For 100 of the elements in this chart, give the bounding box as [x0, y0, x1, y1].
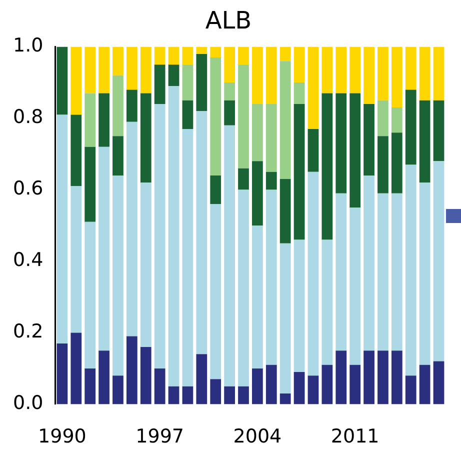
bar [336, 350, 347, 404]
bar [112, 46, 124, 76]
bar [391, 193, 402, 351]
bar [238, 64, 249, 168]
bar [98, 93, 110, 147]
bar [252, 46, 263, 104]
bar [140, 347, 152, 404]
bar [238, 190, 249, 386]
bar [378, 46, 388, 100]
x-tick-label: 2011 [330, 426, 380, 448]
bar [126, 46, 138, 90]
bar [308, 376, 319, 404]
bar [364, 175, 374, 351]
bar [322, 364, 333, 404]
bar [405, 90, 416, 165]
bar [112, 136, 124, 176]
bar [196, 46, 208, 54]
bar [196, 354, 208, 404]
bar [140, 182, 152, 348]
bar [168, 46, 180, 65]
bar [210, 58, 222, 176]
bar [154, 104, 166, 368]
bar [70, 46, 82, 115]
bar [112, 75, 124, 136]
bar [210, 175, 222, 204]
bar [84, 146, 96, 222]
bar [419, 46, 430, 100]
bar [433, 361, 444, 404]
bar [154, 368, 166, 404]
bar [336, 46, 347, 94]
bar [336, 93, 347, 194]
bar [391, 46, 402, 108]
bar [210, 204, 222, 380]
bar [419, 364, 430, 404]
bar [56, 46, 68, 115]
bar [210, 379, 222, 404]
bar [112, 376, 124, 404]
y-tick-label: 0.8 [13, 106, 44, 128]
bar [238, 46, 249, 65]
y-tick-label: 0.6 [13, 178, 44, 200]
bar [280, 46, 291, 62]
bar [419, 182, 430, 365]
bar [322, 240, 333, 365]
bar [294, 46, 305, 83]
bar [266, 364, 277, 404]
bar [98, 146, 110, 351]
bar [70, 114, 82, 186]
bar [350, 364, 361, 404]
bar [405, 46, 416, 90]
bar [224, 386, 235, 404]
y-tick-label: 0.0 [13, 392, 44, 414]
bar [140, 93, 152, 183]
bar [126, 336, 138, 404]
bar [252, 104, 263, 162]
bar [224, 125, 235, 386]
bar [294, 240, 305, 372]
bar [433, 161, 444, 362]
bar [196, 111, 208, 354]
bar [210, 46, 222, 58]
bar [364, 350, 374, 404]
bar [294, 82, 305, 104]
bar [182, 46, 194, 65]
y-tick-label: 0.4 [13, 249, 44, 272]
bar [405, 164, 416, 376]
bar [378, 100, 388, 136]
bar [280, 179, 291, 244]
bar [266, 190, 277, 365]
bar [391, 132, 402, 194]
x-tick-label: 2004 [233, 426, 282, 448]
bar [252, 161, 263, 226]
bar [182, 386, 194, 404]
bar [378, 136, 388, 194]
bar [266, 104, 277, 172]
bar [238, 386, 249, 404]
bar [196, 54, 208, 112]
bar [98, 350, 110, 404]
bar [56, 343, 68, 404]
bar [252, 226, 263, 368]
bar [126, 122, 138, 336]
bar [182, 129, 194, 386]
chart-title: ALB [205, 6, 252, 35]
bar [433, 100, 444, 162]
bar [266, 172, 277, 190]
bar [378, 193, 388, 351]
bar [280, 393, 291, 404]
bar [308, 129, 319, 172]
bar [294, 372, 305, 404]
bar [294, 104, 305, 240]
bar [350, 208, 361, 365]
bar [405, 376, 416, 404]
bar [224, 100, 235, 126]
y-tick-label: 0.2 [13, 320, 44, 343]
bar [168, 86, 180, 386]
bar [391, 108, 402, 133]
bar [364, 104, 374, 176]
bar [182, 64, 194, 100]
bar [433, 46, 444, 100]
bar [391, 350, 402, 404]
bar [154, 64, 166, 104]
bar [70, 332, 82, 404]
